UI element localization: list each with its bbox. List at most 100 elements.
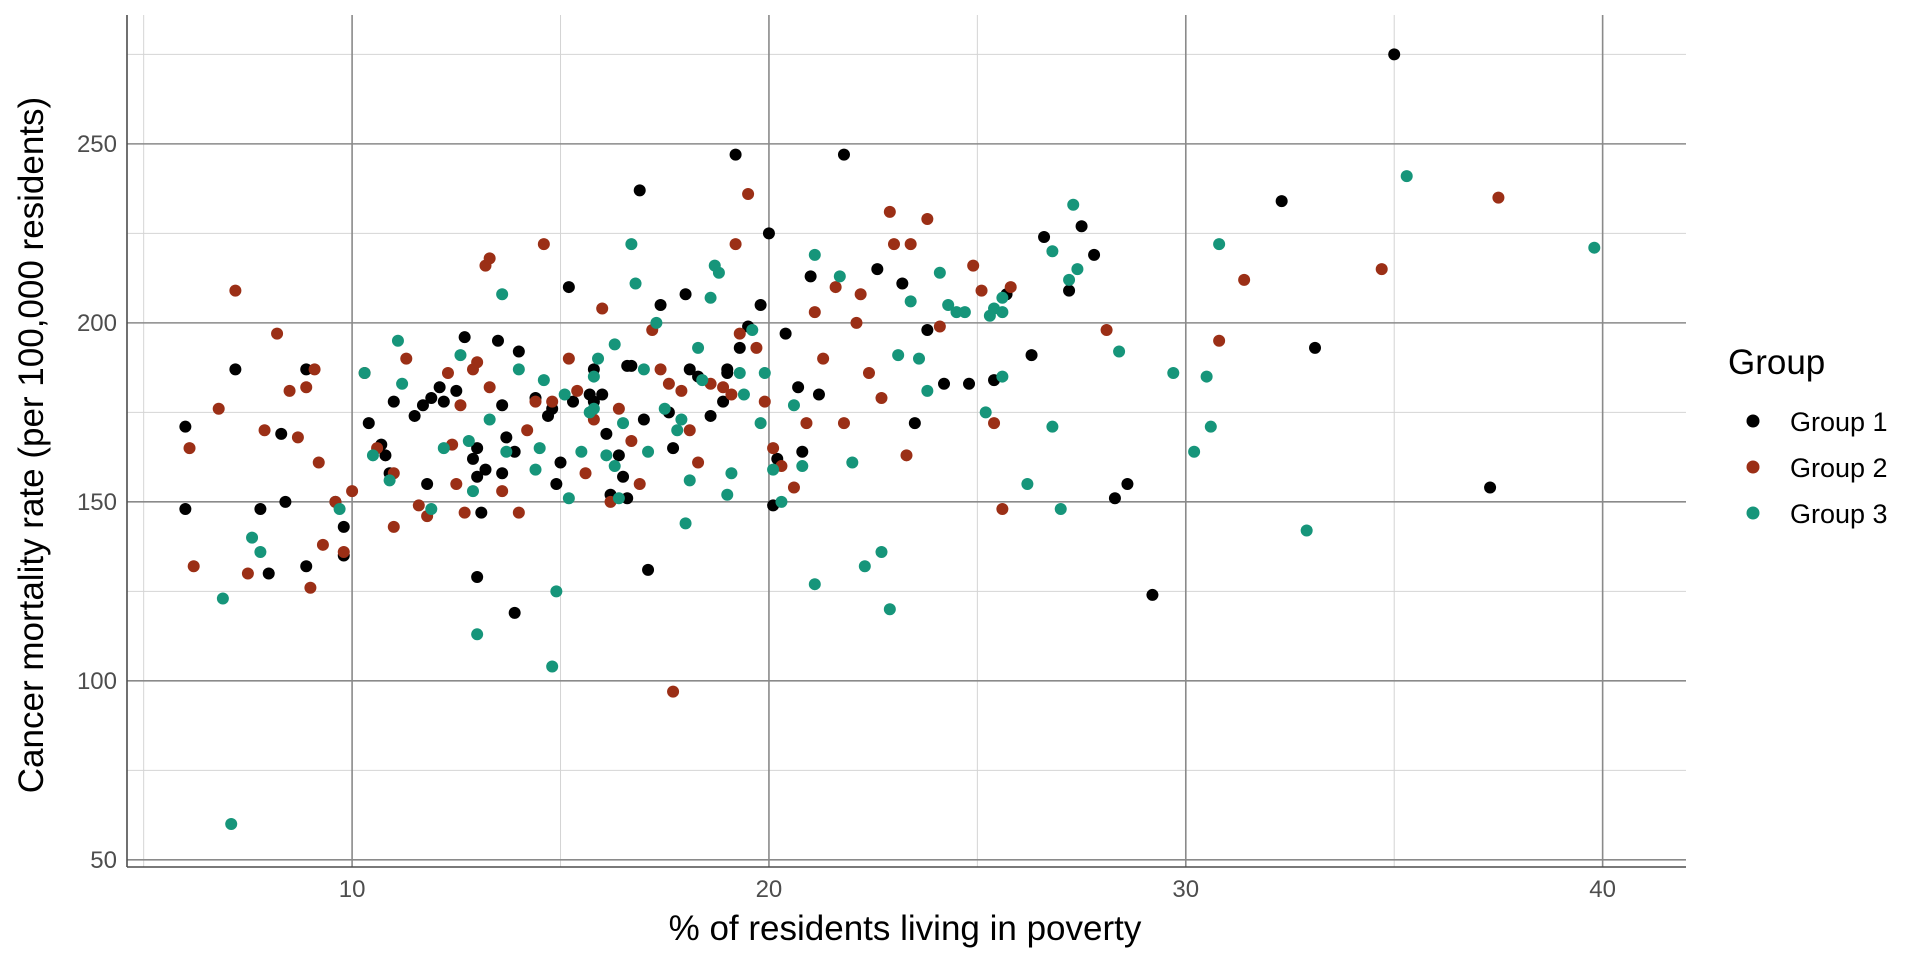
data-point (537, 238, 550, 251)
data-point (333, 503, 346, 516)
data-point (933, 320, 946, 333)
data-point (875, 545, 888, 558)
data-point (671, 424, 684, 437)
data-point (621, 492, 634, 505)
data-point (391, 334, 404, 347)
data-point (521, 424, 534, 437)
data-point (300, 560, 313, 573)
data-point (637, 363, 650, 376)
data-point (592, 352, 605, 365)
data-point (625, 435, 638, 447)
y-axis-ticks: 50 100 150 200 250 (77, 131, 117, 874)
data-point (625, 238, 638, 251)
data-point (587, 402, 600, 415)
data-point (1025, 349, 1038, 362)
data-point (921, 213, 934, 226)
data-point (1071, 263, 1084, 276)
data-point (675, 413, 688, 426)
data-point (608, 338, 621, 351)
data-point (500, 445, 513, 458)
data-point (425, 392, 438, 405)
data-point (612, 402, 625, 415)
data-point (1238, 273, 1251, 286)
data-point (1375, 263, 1388, 276)
data-point (996, 503, 1009, 516)
data-point (483, 413, 496, 426)
data-point (988, 417, 1001, 430)
data-point (1213, 334, 1226, 347)
data-point (491, 334, 504, 347)
data-point (1121, 477, 1134, 490)
data-point (471, 571, 484, 584)
data-point (1108, 492, 1121, 505)
data-point (466, 452, 479, 465)
data-point (187, 560, 200, 573)
data-point (662, 377, 675, 390)
data-point (942, 298, 955, 311)
data-point (1492, 191, 1505, 204)
data-point (617, 417, 630, 430)
data-point (721, 366, 734, 379)
data-point (179, 420, 192, 433)
data-point (179, 503, 192, 516)
data-point (262, 567, 275, 580)
data-point (796, 460, 809, 473)
axis-lines (126, 15, 1686, 868)
data-points (179, 48, 1601, 831)
data-point (387, 520, 400, 533)
data-point (466, 485, 479, 498)
data-point (383, 474, 396, 487)
data-point (837, 417, 850, 430)
data-point (1067, 198, 1080, 211)
data-point (546, 395, 559, 408)
data-point (346, 485, 359, 498)
data-point (308, 363, 321, 376)
data-point (996, 306, 1009, 319)
data-point (862, 366, 875, 379)
data-point (183, 442, 196, 455)
data-point (758, 366, 771, 379)
data-point (779, 327, 792, 340)
y-tick-label: 100 (77, 668, 117, 695)
data-point (508, 606, 521, 619)
data-point (596, 388, 609, 401)
data-point (1484, 481, 1497, 494)
data-point (246, 531, 259, 544)
data-point (733, 366, 746, 379)
data-point (496, 467, 509, 480)
data-point (800, 417, 813, 430)
data-point (258, 424, 271, 437)
data-point (304, 581, 317, 594)
data-point (600, 449, 613, 462)
data-point (1004, 281, 1017, 294)
x-tick-label: 10 (339, 876, 366, 903)
data-point (996, 370, 1009, 383)
data-point (1113, 345, 1126, 358)
data-point (850, 316, 863, 329)
data-point (704, 291, 717, 304)
data-point (837, 148, 850, 161)
y-axis-title: Cancer mortality rate (per 100,000 resid… (12, 97, 51, 793)
data-point (571, 384, 584, 397)
legend-items: Group 1 Group 2 Group 3 (1746, 407, 1888, 529)
data-point (254, 503, 267, 516)
data-point (642, 563, 655, 576)
data-point (1204, 420, 1217, 433)
data-point (550, 477, 563, 490)
data-point (637, 413, 650, 426)
data-point (508, 445, 521, 458)
data-point (792, 381, 805, 394)
data-point (854, 288, 867, 301)
data-point (746, 324, 759, 337)
data-point (421, 477, 434, 490)
data-point (567, 395, 580, 408)
data-point (483, 381, 496, 394)
data-point (554, 456, 567, 469)
data-point (975, 284, 988, 297)
data-point (579, 467, 592, 480)
data-point (537, 374, 550, 387)
data-point (683, 363, 696, 376)
data-point (904, 238, 917, 251)
data-point (458, 506, 471, 519)
